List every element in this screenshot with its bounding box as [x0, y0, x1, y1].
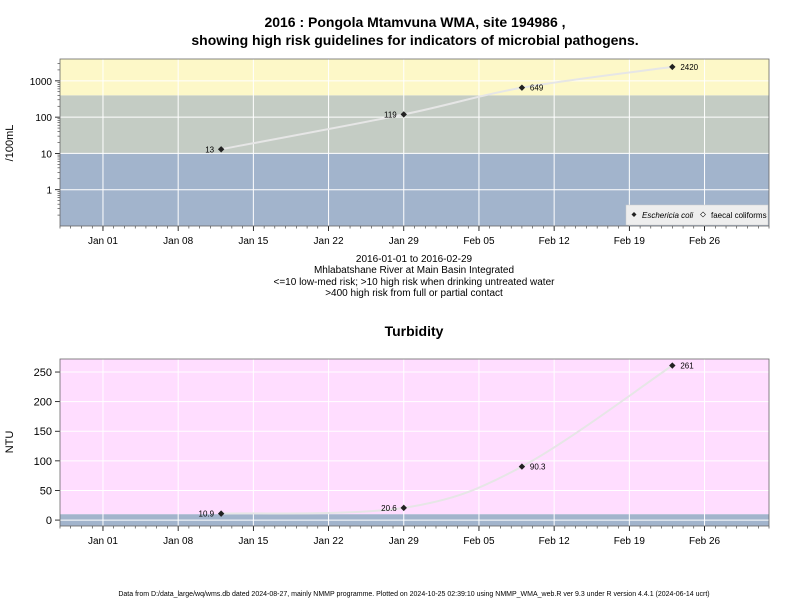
ecoli-x-tick-label: Jan 15 [238, 236, 268, 247]
turbidity-x-tick-label: Jan 29 [389, 536, 419, 547]
ecoli-data-label: 2420 [680, 63, 698, 72]
ecoli-x-tick-label: Feb 12 [539, 236, 571, 247]
footer-note: Data from D:/data_large/wq/wms.db dated … [118, 591, 709, 598]
turbidity-series-line [221, 364, 673, 515]
ecoli-data-point [217, 146, 225, 153]
turbidity-y-tick-label: 150 [34, 426, 52, 438]
turbidity-plot-area: Jan 01 Jan 08 Jan 15 Jan 22 Jan 29 Feb 05 Feb … [34, 358, 770, 547]
ecoli-data-point [400, 111, 407, 118]
ecoli-y-tick-label: 10 [41, 149, 53, 160]
caption-date-range: 2016-01-01 to 2016-02-29 [356, 254, 473, 265]
turbidity-data-point [400, 504, 407, 512]
turbidity-x-tick-label: Feb 12 [539, 536, 571, 547]
turbidity-x-tick-label: Feb 19 [614, 536, 646, 547]
turbidity-x-tick-label: Jan 01 [88, 536, 118, 547]
ecoli-x-tick-label: Jan 22 [314, 236, 344, 247]
ecoli-frame [59, 58, 770, 227]
ecoli-data-label: 13 [205, 145, 214, 154]
turbidity-y-tick-label: 0 [46, 515, 52, 527]
ecoli-plot-area: Jan 01 Jan 08 Jan 15 Jan 22 Jan 29 Feb 05 Feb … [30, 58, 770, 247]
ecoli-x-tick-label: Jan 29 [389, 236, 419, 247]
caption-risk-drinking: <=10 low-med risk; >10 high risk when dr… [274, 277, 556, 288]
ecoli-y-tick-label: 100 [35, 113, 52, 124]
legend-ecoli-marker [631, 212, 637, 217]
turbidity-data-point [518, 463, 526, 470]
ecoli-data-label: 649 [530, 84, 544, 93]
legend-faecal-label: faecal coliforms [711, 211, 767, 220]
turbidity-data-point [669, 362, 676, 369]
turbidity-data-label: 90.3 [530, 463, 546, 472]
ecoli-x-tick-label: Jan 08 [163, 236, 193, 247]
turbidity-x-tick-label: Jan 08 [163, 536, 193, 547]
ecoli-data-label: 119 [384, 110, 397, 119]
turbidity-x-tick-label: Feb 26 [689, 536, 721, 547]
ecoli-y-tick-label: 1 [46, 186, 52, 197]
turbidity-y-tick-label: 100 [34, 456, 52, 468]
ecoli-x-tick-label: Jan 01 [88, 236, 118, 247]
ecoli-data-point [669, 63, 676, 71]
turbidity-frame [59, 358, 770, 527]
turbidity-data-label: 10.9 [199, 510, 215, 519]
turbidity-x-tick-label: Jan 22 [314, 536, 344, 547]
turbidity-data-label: 20.6 [381, 504, 397, 513]
turbidity-data-label: 261 [680, 362, 694, 371]
legend-faecal-marker [700, 211, 706, 218]
turbidity-y-tick-label: 250 [34, 367, 52, 379]
turbidity-y-axis-label: NTU [4, 431, 16, 454]
ecoli-risk-band-1 [60, 95, 769, 154]
turbidity-x-tick-label: Jan 15 [238, 536, 268, 547]
turbidity-title: Turbidity [385, 323, 444, 339]
turbidity-x-tick-label: Feb 05 [463, 536, 495, 547]
ecoli-x-tick-label: Feb 19 [614, 236, 646, 247]
chart-subtitle: showing high risk guidelines for indicat… [191, 32, 638, 48]
turbidity-data-point [217, 510, 225, 517]
turbidity-y-tick-label: 200 [34, 397, 52, 409]
ecoli-y-tick-label: 1000 [30, 77, 53, 88]
ecoli-x-tick-label: Feb 26 [689, 236, 721, 247]
caption-risk-contact: >400 high risk from full or partial cont… [325, 288, 503, 299]
chart-title: 2016 : Pongola Mtamvuna WMA, site 194986… [264, 14, 565, 30]
legend: Eschericia coli faecal coliforms [625, 204, 769, 226]
legend-box [625, 204, 769, 226]
ecoli-x-tick-label: Feb 05 [463, 236, 495, 247]
legend-ecoli-label: Eschericia coli [642, 211, 693, 220]
ecoli-risk-band-2 [60, 59, 769, 96]
caption-site: Mhlabatshane River at Main Basin Integra… [314, 265, 514, 276]
ecoli-series-line [220, 65, 673, 151]
ecoli-y-axis-label: /100mL [4, 125, 16, 162]
ecoli-data-point [518, 84, 526, 91]
turbidity-y-tick-label: 50 [40, 485, 52, 497]
